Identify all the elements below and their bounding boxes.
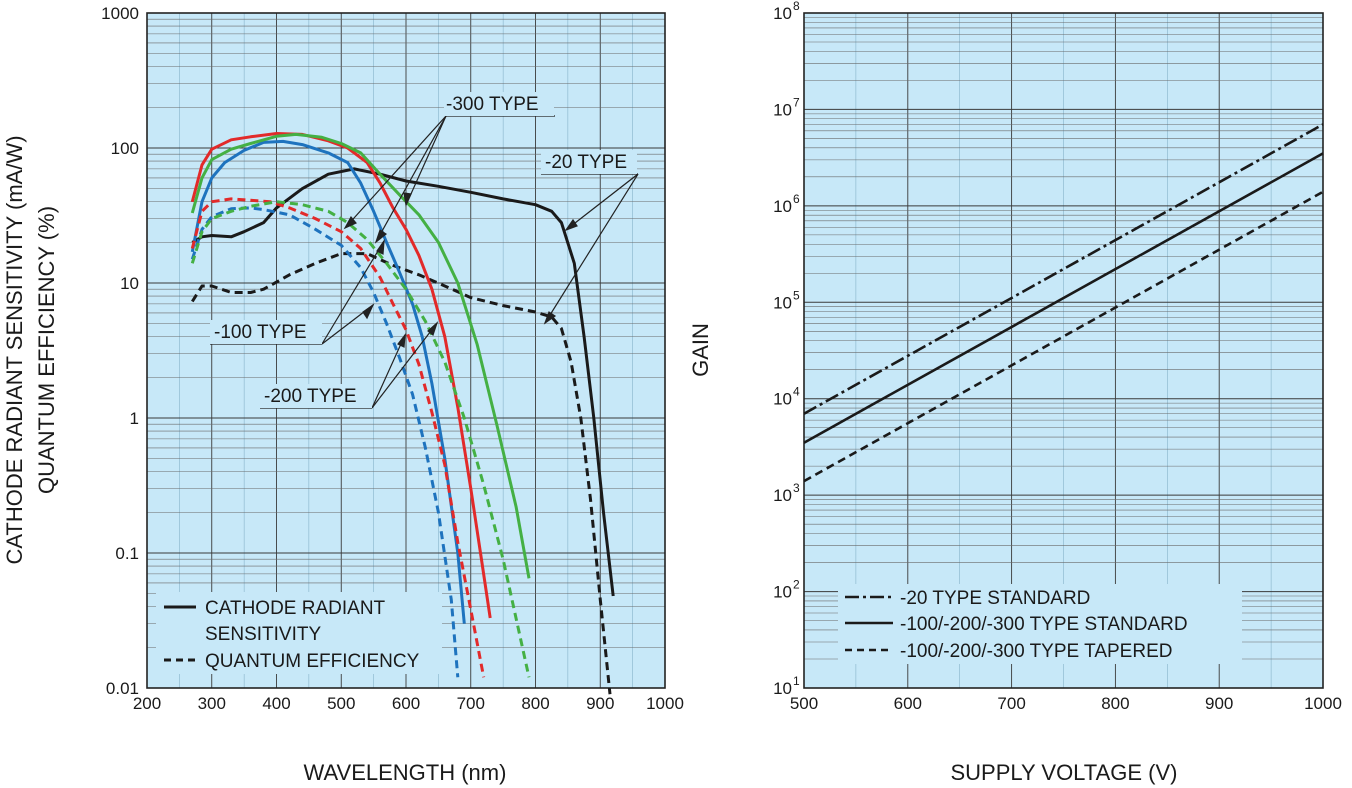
annotation-300-type: -300 TYPE <box>446 94 539 115</box>
y-tick-base: 10 <box>773 197 792 216</box>
y-tick-base: 10 <box>773 293 792 312</box>
series-line: -20 TYPE STANDARD <box>803 123 1324 415</box>
y-tick-label: 0.01 <box>106 679 139 698</box>
legend-sensitivity: SENSITIVITY <box>205 624 321 645</box>
series-line: -100 TYPE radiant sensitivity <box>190 139 466 624</box>
annotation-200-type: -200 TYPE <box>264 386 357 407</box>
x-tick-label: 1000 <box>1304 694 1342 713</box>
x-tick-label: 800 <box>521 694 549 713</box>
y-tick-exponent: 7 <box>793 95 800 109</box>
y-tick-exponent: 4 <box>793 385 800 399</box>
y-tick-base: 10 <box>773 583 792 602</box>
x-tick-label: 200 <box>133 694 161 713</box>
series-line: -300 TYPE quantum efficiency <box>190 200 531 678</box>
y-tick-exponent: 8 <box>793 0 800 13</box>
series-line: -20 TYPE radiant sensitivity <box>191 167 615 597</box>
legend-20-type-standard: -20 TYPE STANDARD <box>900 588 1090 609</box>
legend-100-200-300-standard: -100/-200/-300 TYPE STANDARD <box>900 614 1188 635</box>
left-y-axis-title-line1: CATHODE RADIANT SENSITIVITY (mA/W) <box>2 135 27 564</box>
left-x-axis-title: WAVELENGTH (nm) <box>304 760 507 785</box>
y-tick-label: 10 1 <box>773 674 800 698</box>
series-line: -300 TYPE radiant sensitivity <box>190 132 531 579</box>
series-line: -200 TYPE radiant sensitivity <box>190 132 492 619</box>
y-tick-label: 0.1 <box>115 544 139 563</box>
right-legend: -20 TYPE STANDARD -100/-200/-300 TYPE ST… <box>838 584 1242 664</box>
x-tick-label: 500 <box>327 694 355 713</box>
y-tick-label: 100 <box>111 139 139 158</box>
x-tick-label: 900 <box>1205 694 1233 713</box>
left-grid <box>147 13 665 688</box>
series-line: -100/-200/-300 TYPE STANDARD <box>803 152 1324 444</box>
y-tick-label: 10 7 <box>773 95 800 119</box>
y-tick-label: 1 <box>130 409 139 428</box>
x-tick-label: 700 <box>997 694 1025 713</box>
x-tick-label: 500 <box>790 694 818 713</box>
x-tick-label: 900 <box>586 694 614 713</box>
y-tick-exponent: 5 <box>793 288 800 302</box>
annotation-300-type-box <box>444 92 554 116</box>
right-y-axis-title: GAIN <box>688 323 713 377</box>
x-tick-label: 400 <box>262 694 290 713</box>
right-x-tick-labels: 500 600 700 800 900 1000 <box>790 694 1342 713</box>
y-tick-label: 10 6 <box>773 192 800 216</box>
annotation-100-type: -100 TYPE <box>214 322 307 343</box>
y-tick-label: 10 5 <box>773 288 800 312</box>
y-tick-exponent: 1 <box>793 674 800 688</box>
y-tick-label: 10 <box>120 274 139 293</box>
y-tick-base: 10 <box>773 486 792 505</box>
y-tick-exponent: 3 <box>793 481 800 495</box>
y-tick-exponent: 2 <box>793 578 800 592</box>
y-tick-label: 10 2 <box>773 578 800 602</box>
y-tick-label: 10 4 <box>773 385 800 409</box>
x-tick-label: 600 <box>894 694 922 713</box>
x-tick-label: 300 <box>198 694 226 713</box>
y-tick-base: 10 <box>773 679 792 698</box>
left-plot-frame <box>146 12 666 689</box>
right-legend-box <box>838 584 1242 664</box>
series-line: -100 TYPE quantum efficiency <box>190 206 460 678</box>
annotation-200-type-box <box>260 384 372 408</box>
legend-quantum-efficiency: QUANTUM EFFICIENCY <box>205 651 420 672</box>
left-series: -20 TYPE radiant sensitivity-20 TYPE qua… <box>190 132 615 695</box>
right-plot-frame <box>803 12 1324 689</box>
y-tick-exponent: 6 <box>793 192 800 206</box>
y-tick-label: 10 8 <box>773 0 800 23</box>
x-tick-label: 600 <box>392 694 420 713</box>
right-x-axis-title: SUPPLY VOLTAGE (V) <box>951 760 1178 785</box>
y-tick-label: 10 3 <box>773 481 800 505</box>
y-tick-base: 10 <box>773 390 792 409</box>
y-tick-base: 10 <box>773 100 792 119</box>
x-tick-label: 700 <box>457 694 485 713</box>
right-series: -20 TYPE STANDARD-100/-200/-300 TYPE STA… <box>803 123 1324 483</box>
left-x-tick-labels: 200 300 400 500 600 700 800 900 1000 <box>133 694 684 713</box>
y-tick-label: 1000 <box>101 4 139 23</box>
x-tick-label: 1000 <box>646 694 684 713</box>
y-tick-base: 10 <box>773 4 792 23</box>
left-y-axis-title-line2: QUANTUM EFFICIENCY (%) <box>34 206 59 494</box>
legend-cathode-radiant: CATHODE RADIANT <box>205 598 386 619</box>
x-tick-label: 800 <box>1101 694 1129 713</box>
wavelength-chart: 200 300 400 500 600 700 800 900 1000 0.01 0.1 1 10 1… <box>2 4 684 785</box>
series-line: -20 TYPE quantum efficiency <box>191 252 612 695</box>
series-line: -100/-200/-300 TYPE TAPERED <box>803 190 1324 483</box>
left-legend-box <box>156 592 442 674</box>
left-legend: CATHODE RADIANT SENSITIVITY QUANTUM EFFI… <box>156 592 442 674</box>
annotation-20-type: -20 TYPE <box>545 152 627 173</box>
series-line: -200 TYPE quantum efficiency <box>190 197 486 678</box>
annotation-20-type-box <box>541 150 637 174</box>
annotation-100-type-box <box>210 320 322 344</box>
legend-100-200-300-tapered: -100/-200/-300 TYPE TAPERED <box>900 641 1172 662</box>
left-y-tick-labels: 0.01 0.1 1 10 100 1000 <box>101 4 139 698</box>
